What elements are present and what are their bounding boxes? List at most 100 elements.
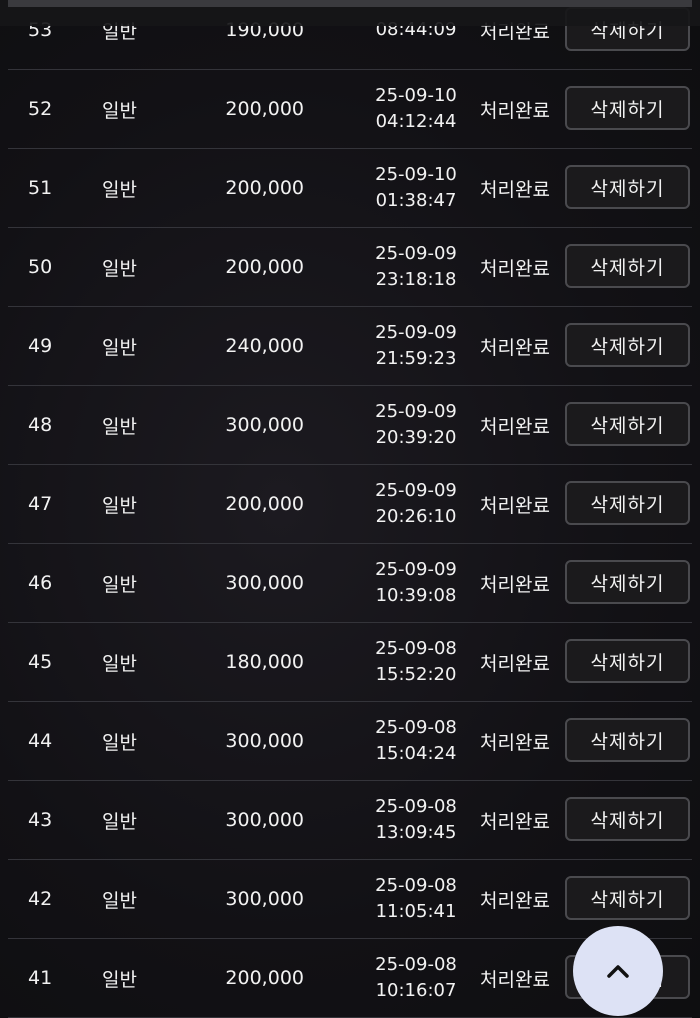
row-time: 11:05:41 [375,901,457,922]
table-row: 50 일반 200,000 25-09-09 23:18:18 처리완료 삭제하기 [8,228,692,307]
row-type: 일반 [102,257,137,280]
row-time: 10:16:07 [375,980,457,1001]
chevron-up-icon [607,965,629,978]
row-date: 25-09-08 [375,638,457,659]
row-number: 49 [28,335,53,357]
row-datetime: 25-09-08 11:05:41 [364,860,468,938]
delete-button[interactable]: 삭제하기 [565,560,690,604]
row-datetime: 25-09-08 15:52:20 [364,623,468,701]
row-status: 처리완료 [480,257,550,280]
header-divider [8,0,692,7]
row-status: 처리완료 [480,889,550,912]
row-status: 처리완료 [480,20,550,43]
row-datetime: 25-09-08 10:16:07 [364,939,468,1017]
row-type: 일반 [102,731,137,754]
table-row: 45 일반 180,000 25-09-08 15:52:20 처리완료 삭제하기 [8,623,692,702]
row-amount: 200,000 [225,98,304,120]
table-row: 47 일반 200,000 25-09-09 20:26:10 처리완료 삭제하기 [8,465,692,544]
row-date: 25-09-09 [375,480,457,501]
row-amount: 200,000 [225,493,304,515]
row-status: 처리완료 [480,494,550,517]
row-type: 일반 [102,415,137,438]
row-number: 45 [28,651,53,673]
row-datetime: 25-09-09 20:39:20 [364,386,468,464]
table-row: 51 일반 200,000 25-09-10 01:38:47 처리완료 삭제하기 [8,149,692,228]
row-date: 25-09-08 [375,875,457,896]
delete-button[interactable]: 삭제하기 [565,323,690,367]
row-status: 처리완료 [480,731,550,754]
row-datetime: 25-09-09 23:18:18 [364,228,468,306]
delete-button[interactable]: 삭제하기 [565,797,690,841]
row-number: 52 [28,98,53,120]
delete-button[interactable]: 삭제하기 [565,86,690,130]
row-amount: 300,000 [225,572,304,594]
table-row: 42 일반 300,000 25-09-08 11:05:41 처리완료 삭제하기 [8,860,692,939]
row-amount: 200,000 [225,177,304,199]
row-datetime: 25-09-08 13:09:45 [364,781,468,859]
top-bar [0,0,700,26]
row-type: 일반 [102,810,137,833]
row-time: 15:04:24 [375,743,457,764]
row-amount: 200,000 [225,256,304,278]
row-type: 일반 [102,652,137,675]
delete-button[interactable]: 삭제하기 [565,718,690,762]
row-datetime: 25-09-10 01:38:47 [364,149,468,227]
row-number: 51 [28,177,53,199]
row-time: 10:39:08 [375,585,457,606]
row-status: 처리완료 [480,336,550,359]
row-time: 20:26:10 [375,506,457,527]
row-time: 04:12:44 [375,111,457,132]
delete-button[interactable]: 삭제하기 [565,244,690,288]
table-row: 46 일반 300,000 25-09-09 10:39:08 처리완료 삭제하기 [8,544,692,623]
row-amount: 300,000 [225,414,304,436]
row-status: 처리완료 [480,652,550,675]
row-time: 13:09:45 [375,822,457,843]
row-number: 41 [28,967,53,989]
delete-button[interactable]: 삭제하기 [565,639,690,683]
table-row: 44 일반 300,000 25-09-08 15:04:24 처리완료 삭제하기 [8,702,692,781]
row-amount: 240,000 [225,335,304,357]
row-time: 23:18:18 [375,269,457,290]
row-number: 46 [28,572,53,594]
row-type: 일반 [102,99,137,122]
row-type: 일반 [102,178,137,201]
row-number: 48 [28,414,53,436]
delete-button[interactable]: 삭제하기 [565,481,690,525]
row-date: 25-09-08 [375,717,457,738]
table-row: 48 일반 300,000 25-09-09 20:39:20 처리완료 삭제하기 [8,386,692,465]
row-amount: 300,000 [225,888,304,910]
row-type: 일반 [102,573,137,596]
row-time: 20:39:20 [375,427,457,448]
row-number: 44 [28,730,53,752]
row-number: 43 [28,809,53,831]
row-status: 처리완료 [480,810,550,833]
row-type: 일반 [102,494,137,517]
row-amount: 300,000 [225,809,304,831]
row-status: 처리완료 [480,99,550,122]
delete-button[interactable]: 삭제하기 [565,402,690,446]
row-amount: 300,000 [225,730,304,752]
row-datetime: 25-09-08 15:04:24 [364,702,468,780]
row-status: 처리완료 [480,968,550,991]
row-number: 42 [28,888,53,910]
row-datetime: 25-09-09 21:59:23 [364,307,468,385]
row-number: 50 [28,256,53,278]
scroll-to-top-button[interactable] [573,926,663,1016]
row-date: 25-09-10 [375,85,457,106]
row-type: 일반 [102,20,137,43]
delete-button[interactable]: 삭제하기 [565,165,690,209]
row-status: 처리완료 [480,415,550,438]
row-time: 15:52:20 [375,664,457,685]
row-date: 25-09-08 [375,796,457,817]
row-number: 47 [28,493,53,515]
delete-button[interactable]: 삭제하기 [565,876,690,920]
row-date: 25-09-08 [375,954,457,975]
row-type: 일반 [102,968,137,991]
table-row: 49 일반 240,000 25-09-09 21:59:23 처리완료 삭제하기 [8,307,692,386]
row-status: 처리완료 [480,178,550,201]
row-amount: 180,000 [225,651,304,673]
row-type: 일반 [102,336,137,359]
row-date: 25-09-09 [375,322,457,343]
row-type: 일반 [102,889,137,912]
